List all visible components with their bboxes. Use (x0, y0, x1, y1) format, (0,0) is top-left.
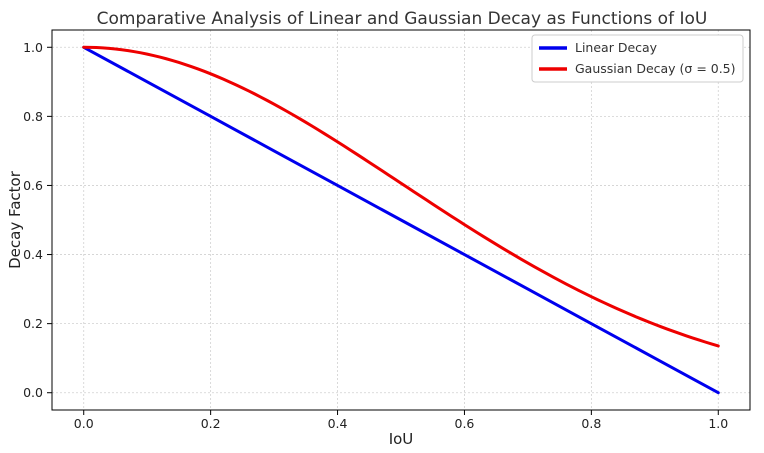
ticks: 0.0 0.2 0.4 0.6 0.8 1.0 0.0 0.2 0.4 0.6 0.8 1.0 (23, 40, 728, 431)
y-tick-label-2: 0.4 (23, 247, 43, 262)
legend: Linear Decay Gaussian Decay (σ = 0.5) (531, 34, 744, 83)
x-tick-label-4: 0.8 (581, 416, 601, 431)
legend-label-linear: Linear Decay (575, 40, 658, 55)
y-tick-label-5: 1.0 (23, 40, 43, 55)
x-tick-label-2: 0.4 (328, 416, 348, 431)
series-line-gaussian-decay (82, 45, 720, 348)
x-tick-label-0: 0.0 (74, 416, 94, 431)
series-line-linear-decay (82, 45, 720, 395)
legend-label-gaussian: Gaussian Decay (σ = 0.5) (575, 61, 736, 76)
x-axis-label: IoU (389, 430, 414, 448)
y-axis-label: Decay Factor (6, 170, 24, 269)
legend-box (531, 34, 744, 83)
y-tick-label-3: 0.6 (23, 178, 43, 193)
series-layer (82, 45, 720, 395)
plot-area-frame (51, 29, 751, 411)
y-tick-label-1: 0.2 (23, 316, 43, 331)
chart-title: Comparative Analysis of Linear and Gauss… (97, 9, 708, 29)
y-tick-label-0: 0.0 (23, 385, 43, 400)
x-tick-label-3: 0.6 (455, 416, 475, 431)
y-tick-label-4: 0.8 (23, 109, 43, 124)
x-tick-label-5: 1.0 (708, 416, 728, 431)
x-tick-label-1: 0.2 (201, 416, 221, 431)
